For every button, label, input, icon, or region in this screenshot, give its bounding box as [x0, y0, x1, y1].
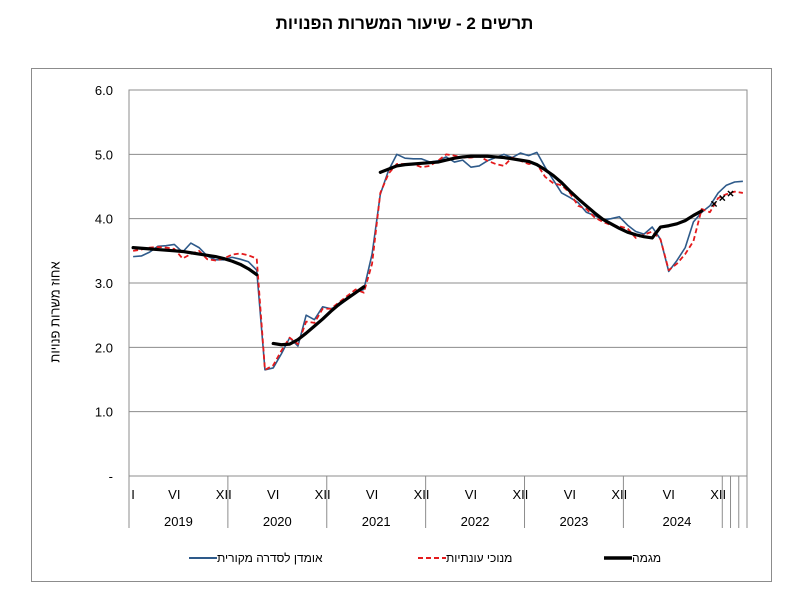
trend-x-marker — [727, 190, 734, 197]
x-year-label: 2021 — [362, 514, 391, 529]
chart-title: תרשים 2 - שיעור המשרות הפנויות — [275, 14, 534, 33]
x-tick-label: XII — [414, 487, 430, 502]
x-tick-label: XII — [315, 487, 331, 502]
marker-stroke — [710, 200, 718, 207]
y-tick-label: 3.0 — [95, 276, 113, 291]
legend-label-trend: מגמה — [632, 551, 662, 565]
legend-swatch-original — [189, 557, 217, 559]
x-tick-label: I — [131, 487, 135, 502]
x-tick-label: VI — [267, 487, 279, 502]
trend-x-marker — [719, 194, 726, 202]
series — [131, 151, 744, 371]
series-line-seasonal — [132, 153, 744, 371]
legend-swatch-trend — [604, 556, 632, 560]
legend-item-trend: מגמה — [596, 550, 661, 566]
y-tick-label: 1.0 — [95, 405, 113, 420]
x-year-label: 2019 — [164, 514, 193, 529]
x-tick-label: XII — [611, 487, 627, 502]
x-year-label: 2020 — [263, 514, 292, 529]
x-tick-label: XII — [216, 487, 232, 502]
series-line-trend — [271, 285, 366, 347]
x-tick-label: VI — [465, 487, 477, 502]
x-year-label: 2023 — [559, 514, 588, 529]
y-axis-label-text: אחוז משרות פנויות — [47, 261, 63, 363]
marker-stroke — [727, 190, 734, 197]
x-tick-label: VI — [564, 487, 576, 502]
legend-label-seasonal: מנוכי עונתיות — [446, 551, 513, 565]
x-year-label: 2022 — [461, 514, 490, 529]
trend-x-marker — [710, 200, 718, 207]
x-tick-label: VI — [366, 487, 378, 502]
plot-area — [128, 89, 748, 477]
series-line-trend — [131, 246, 259, 277]
legend-item-seasonal: מנוכי עונתיות — [410, 550, 512, 566]
gridlines — [129, 89, 747, 413]
y-tick-label: 2.0 — [95, 340, 113, 355]
x-tick-label: XII — [512, 487, 528, 502]
chart-frame — [31, 68, 772, 582]
y-tick-label: - — [109, 469, 113, 484]
legend-label-original: אומדן לסדרה מקורית — [217, 551, 323, 565]
legend-item-original: אומדן לסדרה מקורית — [181, 550, 323, 566]
y-tick-label: 5.0 — [95, 147, 113, 162]
y-tick-label: 4.0 — [95, 212, 113, 227]
x-tick-label: VI — [663, 487, 675, 502]
series-line-trend — [378, 154, 704, 240]
series-line-original — [133, 151, 743, 371]
y-tick-label: 6.0 — [95, 83, 113, 98]
x-tick-label: VI — [168, 487, 180, 502]
marker-stroke — [719, 194, 726, 202]
x-year-label: 2024 — [662, 514, 691, 529]
legend-swatch-seasonal — [418, 557, 446, 559]
axes: - 1.0 2.0 3.0 4.0 5.0 6.0 I VI XII VI XII VI XII VI XII… — [95, 83, 748, 529]
x-tick-label: XII — [710, 487, 726, 502]
